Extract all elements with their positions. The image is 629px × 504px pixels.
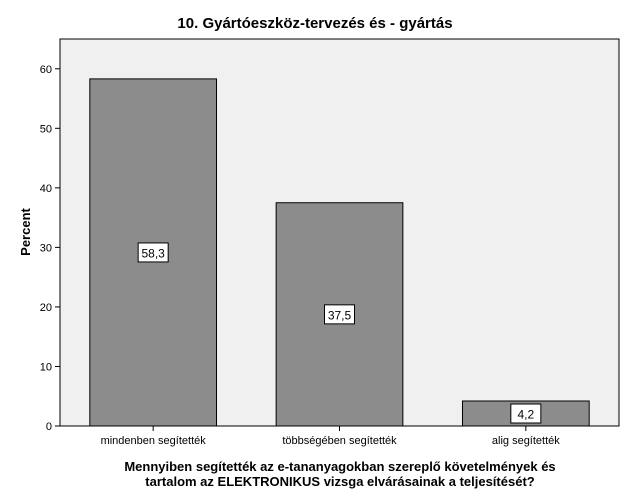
x-tick-label: mindenben segítették [101, 435, 207, 447]
y-tick-label: 60 [40, 64, 52, 76]
y-axis-label: Percent [18, 207, 33, 255]
chart-title: 10. Gyártóeszköz-tervezés és - gyártás [177, 15, 452, 32]
y-axis: 0 10 20 30 40 50 60 [40, 64, 60, 433]
x-axis-label: Mennyiben segítették az e-tananyagokban … [124, 459, 555, 489]
value-label-box [324, 304, 355, 325]
y-tick-label: 0 [46, 421, 52, 433]
y-tick-label: 50 [40, 123, 52, 135]
y-tick-label: 30 [40, 242, 52, 254]
y-tick-label: 20 [40, 302, 52, 314]
y-tick-label: 10 [40, 361, 52, 373]
value-label-box [137, 242, 169, 263]
x-axis-label-line: Mennyiben segítették az e-tananyagokban … [124, 459, 555, 474]
x-tick-label: alig segítették [492, 435, 560, 447]
x-tick-label: többségében segítették [282, 435, 397, 447]
x-axis-label-line: tartalom az ELEKTRONIKUS vizsga elvárása… [145, 474, 534, 489]
value-label: 58,3 [141, 246, 165, 260]
value-labels: 58,3 37,5 4,2 [137, 242, 542, 424]
y-tick-label: 40 [40, 183, 52, 195]
value-label: 4,2 [517, 407, 534, 421]
x-axis: mindenben segítették többségében segített… [101, 426, 560, 447]
value-label: 37,5 [328, 308, 352, 322]
value-label-box [510, 403, 542, 424]
